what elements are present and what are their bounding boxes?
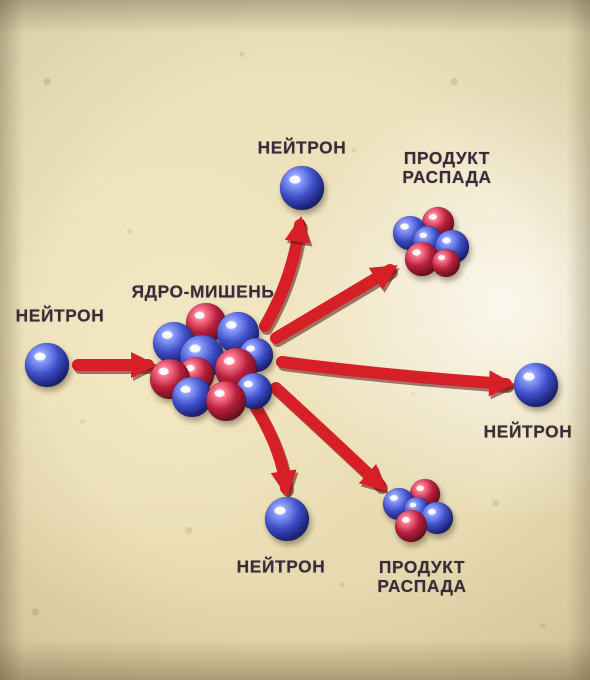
neutron-emitted-bottom (265, 497, 309, 541)
target-nucleus (150, 303, 273, 421)
fission-diagram: НЕЙТРОН ЯДРО-МИШЕНЬ НЕЙТРОН ПРОДУКТ РАСП… (0, 0, 590, 680)
fission-fragment-bottom (383, 479, 453, 542)
arrow-to-neutron-dn (255, 406, 299, 500)
arrow-in (78, 352, 159, 381)
arrow-to-neutron-right (282, 362, 517, 399)
fission-fragment-top (393, 207, 469, 277)
arrow-to-neutron-up (265, 216, 313, 329)
label-neutron-dn: НЕЙТРОН (237, 557, 326, 576)
label-nucleus: ЯДРО-МИШЕНЬ (132, 282, 275, 301)
neutron-in (25, 343, 69, 387)
neutron-emitted-right (514, 363, 558, 407)
label-neutron-up: НЕЙТРОН (258, 138, 347, 157)
label-fragment-up: ПРОДУКТ РАСПАДА (402, 149, 491, 187)
neutron-emitted-top (280, 166, 324, 210)
label-neutron-in: НЕЙТРОН (16, 306, 105, 325)
diagram-svg (0, 0, 590, 680)
label-neutron-right: НЕЙТРОН (484, 422, 573, 441)
label-fragment-dn: ПРОДУКТ РАСПАДА (377, 558, 466, 596)
